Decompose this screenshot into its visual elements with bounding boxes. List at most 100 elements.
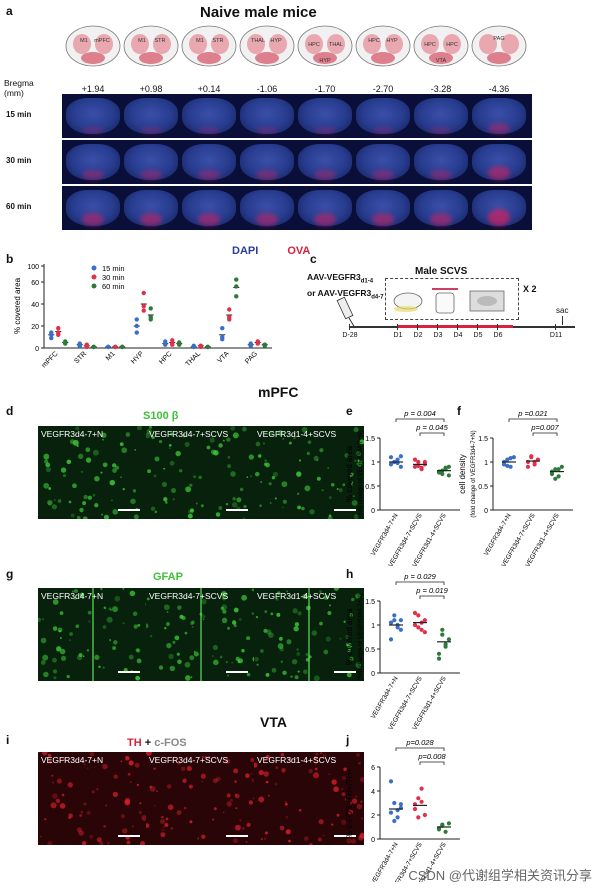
cell-signal	[288, 441, 292, 445]
b-point	[56, 326, 61, 331]
ova-signal	[430, 126, 452, 134]
chart-h-point	[419, 627, 424, 632]
chart-j-point	[443, 829, 448, 834]
cell-signal	[328, 496, 332, 500]
cell-signal	[125, 432, 131, 437]
chart-h-y-tick-label: 0.5	[365, 647, 375, 654]
cell-signal	[260, 481, 263, 483]
cell-signal	[309, 843, 313, 845]
scale-bar	[118, 509, 140, 511]
virus-1-sub: d1-4	[360, 278, 374, 285]
cell-signal	[149, 634, 153, 638]
cell-signal	[127, 772, 131, 776]
cell-signal	[349, 656, 354, 661]
scale-bar	[226, 509, 248, 511]
chart-h-stat-label: p = 0.029	[403, 572, 436, 581]
cell-signal	[351, 597, 355, 602]
cell-signal	[169, 460, 175, 466]
chart-e-point	[446, 464, 451, 469]
chart-h-point	[440, 627, 445, 632]
chart-h-point	[388, 620, 394, 625]
stress-period-bar	[397, 325, 513, 328]
stain-th-cfos: TH + c-FOS	[127, 737, 187, 749]
b-y-tick-label: 60	[31, 280, 39, 287]
atlas-region-label: HYP	[386, 38, 398, 44]
cell-signal	[68, 639, 71, 642]
cell-signal	[184, 441, 190, 447]
atlas-region-ventral	[487, 52, 511, 64]
cell-signal	[89, 834, 94, 839]
b-x-tick-label: VTA	[216, 350, 230, 364]
cell-signal	[264, 459, 267, 462]
b-point	[262, 342, 267, 347]
cell-signal	[59, 803, 66, 809]
cell-signal	[99, 841, 104, 845]
cell-signal	[168, 447, 171, 450]
cell-signal	[258, 769, 264, 776]
atlas-region-left	[479, 34, 497, 54]
cell-signal	[346, 672, 352, 678]
cell-signal	[293, 436, 296, 440]
cell-signal	[102, 666, 105, 669]
cell-signal	[138, 810, 142, 815]
cell-signal	[98, 665, 101, 669]
micrograph-label: VEGFR3d4-7+SCVS	[149, 591, 229, 601]
b-point	[141, 290, 146, 296]
cell-signal	[94, 503, 99, 508]
chart-e-y-tick-label: 0.5	[365, 484, 375, 491]
brain-section	[298, 98, 352, 134]
ova-signal	[488, 123, 510, 134]
cell-signal	[89, 752, 95, 757]
cell-signal	[83, 802, 87, 806]
cell-signal	[360, 800, 363, 803]
cell-signal	[297, 492, 300, 495]
chart-e-y-label: % covered area	[345, 445, 354, 502]
ova-signal	[140, 213, 162, 226]
b-point	[106, 344, 111, 350]
cell-signal	[308, 768, 313, 774]
cell-signal	[313, 675, 320, 681]
cell-signal	[220, 590, 227, 597]
cell-signal	[47, 499, 53, 506]
virus-1: AAV-VEGFR3	[307, 272, 361, 282]
timeline-day-label: D4	[453, 332, 463, 339]
cell-signal	[357, 459, 360, 463]
cell-signal	[309, 509, 315, 515]
cell-signal	[262, 597, 264, 599]
chart-f-stat-label: p =0.021	[517, 409, 547, 418]
cell-signal	[288, 756, 292, 761]
stress-title: Male SCVS	[415, 266, 468, 277]
b-legend-label: 60 min	[102, 282, 125, 291]
atlas-region-right	[501, 34, 519, 54]
cell-signal	[153, 474, 157, 478]
cell-signal	[297, 505, 301, 510]
b-x-tick-label: HYP	[130, 350, 145, 365]
chart-h-y-tick-label: 0	[371, 671, 375, 678]
cell-signal	[256, 663, 259, 666]
cell-signal	[204, 756, 207, 759]
panel-label-d: d	[6, 404, 14, 418]
atlas-region-left	[305, 34, 323, 54]
stain-th: TH	[127, 737, 142, 749]
chart-e-point	[388, 462, 394, 467]
brain-section	[240, 190, 294, 226]
cell-signal	[241, 594, 248, 601]
micrograph: VEGFR3d4-7+SCVS	[146, 426, 256, 519]
cell-signal	[38, 617, 42, 622]
chart-j-point	[388, 779, 394, 784]
bregma-unit: (mm)	[4, 88, 24, 98]
cell-signal	[113, 640, 118, 645]
micrograph-label: VEGFR3d4-7+N	[41, 755, 104, 765]
atlas-region-label: M1	[80, 38, 88, 44]
cell-signal	[100, 471, 103, 474]
panel-label-i: i	[6, 733, 10, 747]
atlas-region-label: HPC	[368, 38, 380, 44]
cell-signal	[48, 760, 52, 764]
chart-j-point	[412, 806, 418, 812]
stress-icons	[393, 288, 505, 314]
cell-signal	[350, 838, 357, 844]
cell-signal	[255, 615, 259, 619]
atlas-region-ventral	[81, 52, 105, 64]
cell-signal	[356, 461, 363, 467]
cell-signal	[341, 792, 346, 797]
